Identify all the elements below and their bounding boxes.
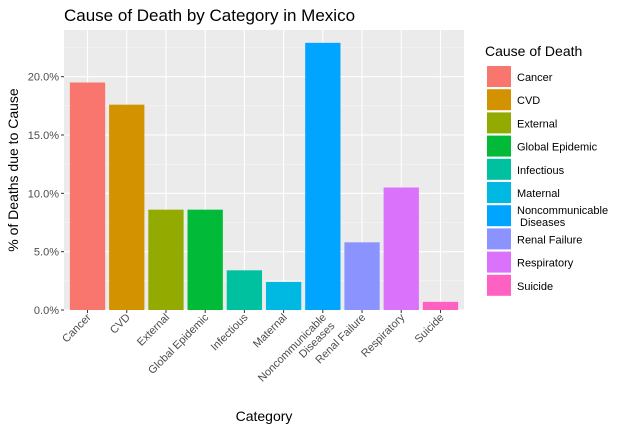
legend-key bbox=[487, 205, 511, 227]
x-tick-label: Infectious bbox=[209, 311, 251, 353]
y-tick-label: 10.0% bbox=[28, 188, 59, 200]
bar bbox=[344, 242, 380, 310]
legend-key bbox=[487, 228, 511, 250]
y-tick-label: 0.0% bbox=[34, 305, 59, 317]
bar bbox=[187, 209, 223, 310]
legend-label: Respiratory bbox=[517, 258, 574, 270]
y-tick-label: 15.0% bbox=[28, 130, 59, 142]
legend-label: External bbox=[517, 118, 557, 130]
legend-key bbox=[487, 274, 511, 296]
x-tick-label: Cancer bbox=[60, 311, 94, 345]
legend-label: Cancer bbox=[517, 72, 553, 84]
x-tick-label: Maternal bbox=[251, 312, 290, 351]
legend-label: Suicide bbox=[517, 281, 553, 293]
bar bbox=[383, 187, 419, 310]
y-axis-title: % of Deaths due to Cause bbox=[5, 88, 21, 252]
legend-label: Renal Failure bbox=[517, 234, 582, 246]
bar bbox=[265, 282, 302, 310]
bar bbox=[422, 301, 459, 310]
legend-label: Maternal bbox=[517, 188, 560, 200]
legend-key bbox=[487, 251, 511, 273]
legend-key bbox=[487, 66, 511, 87]
legend: Cause of Death Cancer CVD External Global E… bbox=[485, 43, 608, 296]
legend-key bbox=[487, 182, 511, 203]
legend-label: Global Epidemic bbox=[517, 142, 598, 154]
legend-title: Cause of Death bbox=[485, 43, 582, 59]
legend-label: CVD bbox=[517, 95, 540, 107]
x-tick-label: CVD bbox=[108, 312, 133, 337]
bar bbox=[109, 104, 145, 311]
bars bbox=[69, 42, 459, 311]
y-tick-label: 5.0% bbox=[34, 247, 59, 259]
x-axis-title: Category bbox=[236, 408, 293, 424]
bar bbox=[226, 270, 263, 310]
x-tick-label: External bbox=[135, 312, 172, 349]
bar bbox=[148, 209, 184, 310]
legend-key bbox=[487, 135, 511, 157]
legend-key bbox=[487, 89, 511, 111]
y-tick-label: 20.0% bbox=[28, 72, 59, 84]
bar bbox=[69, 82, 106, 310]
legend-label: Infectious bbox=[517, 165, 565, 177]
y-axis: 0.0% 5.0% 10.0% 15.0% 20.0% bbox=[28, 72, 64, 317]
legend-label: Noncommunicable Diseases bbox=[517, 205, 608, 229]
bar bbox=[305, 42, 341, 310]
chart-title: Cause of Death by Category in Mexico bbox=[64, 6, 355, 25]
x-tick-label: Suicide bbox=[413, 312, 447, 346]
legend-key bbox=[487, 112, 511, 134]
legend-key bbox=[487, 158, 511, 180]
